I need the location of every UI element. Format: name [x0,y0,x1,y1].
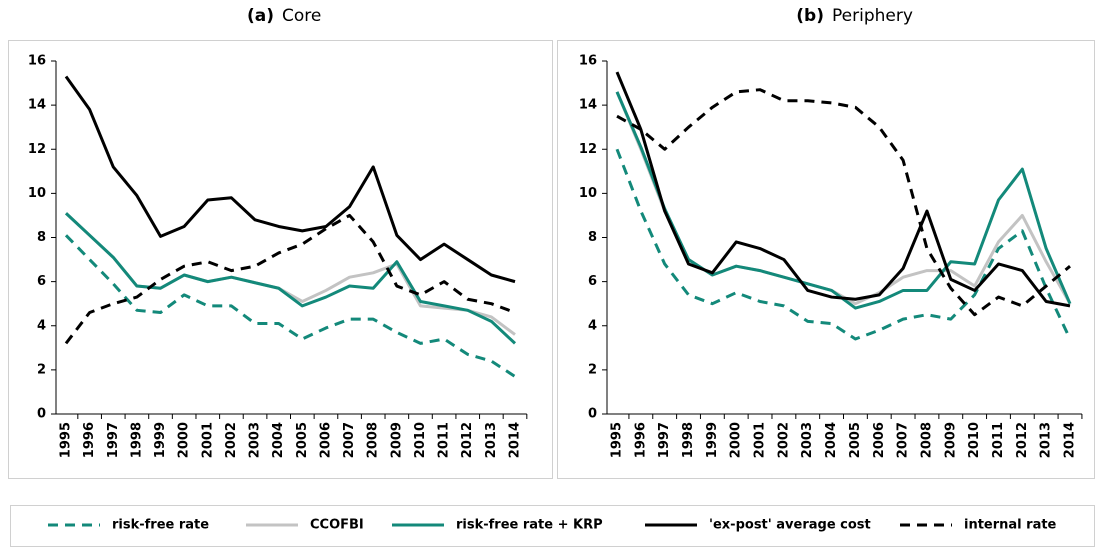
series-line [64,212,516,336]
y-tick-label: 6 [588,274,597,289]
x-tick-label: 2012 [460,422,475,458]
x-tick-label: 2004 [271,422,286,458]
panel-frame [8,40,553,479]
x-tick-label: 1998 [681,422,696,458]
series-line [64,234,516,378]
y-tick-label: 14 [28,98,46,113]
x-tick-label: 1997 [106,422,121,458]
y-tick-label: 2 [37,362,46,377]
series-line [615,91,1072,310]
y-tick-label: 0 [588,407,597,422]
y-tick-label: 16 [579,54,597,69]
x-tick-label: 2005 [848,422,863,458]
x-tick-label: 1995 [610,422,625,458]
x-tick-label: 2001 [200,422,215,458]
legend-frame [10,505,1095,547]
x-tick-label: 1995 [59,422,74,458]
x-tick-label: 2000 [177,422,192,458]
series-line [64,75,516,284]
x-tick-label: 2012 [1015,422,1030,458]
x-tick-label: 2002 [224,422,239,458]
x-tick-label: 1999 [153,422,168,458]
x-tick-label: 2008 [919,422,934,458]
y-tick-label: 2 [588,362,597,377]
series-line [616,88,1071,317]
x-tick-label: 2013 [484,422,499,458]
x-tick-label: 2001 [753,422,768,458]
legend-label: risk-free rate [112,518,209,533]
x-tick-label: 2004 [824,422,839,458]
y-tick-label: 8 [588,230,597,245]
x-tick-label: 2006 [318,422,333,458]
x-tick-label: 2014 [1063,422,1078,458]
x-tick-label: 2003 [248,422,263,458]
legend-label: 'ex-post' average cost [709,518,871,533]
x-tick-label: 2009 [943,422,958,458]
x-tick-label: 2011 [991,422,1006,458]
panel-label: (b) [796,6,824,26]
y-tick-label: 4 [588,318,597,333]
y-tick-label: 4 [37,318,46,333]
x-tick-label: 2014 [508,422,523,458]
series-line [615,148,1072,341]
y-tick-label: 12 [579,142,597,157]
legend-label: CCOFBI [310,518,364,533]
x-tick-label: 2003 [800,422,815,458]
x-tick-label: 2006 [872,422,887,458]
x-tick-label: 1996 [82,422,97,458]
x-tick-label: 2005 [295,422,310,458]
series-line [615,71,1071,308]
y-tick-label: 14 [579,98,597,113]
x-tick-label: 2013 [1039,422,1054,458]
x-tick-label: 2002 [776,422,791,458]
x-tick-label: 2007 [896,422,911,458]
x-tick-label: 1997 [657,422,672,458]
series-line [64,213,516,345]
y-tick-label: 10 [28,186,46,201]
y-tick-label: 6 [37,274,46,289]
x-tick-label: 1999 [705,422,720,458]
chart-title: Core [282,6,321,26]
x-tick-label: 2007 [342,422,357,458]
x-tick-label: 1996 [633,422,648,458]
x-tick-label: 2010 [967,422,982,458]
chart-title: Periphery [832,6,913,26]
y-tick-label: 12 [28,142,46,157]
y-tick-label: 16 [28,54,46,69]
x-tick-label: 2008 [366,422,381,458]
x-tick-label: 2011 [437,422,452,458]
y-tick-label: 0 [37,407,46,422]
legend-label: internal rate [964,518,1057,533]
x-tick-label: 2010 [413,422,428,458]
series-line [64,212,517,345]
x-tick-label: 1998 [129,422,144,458]
x-tick-label: 2000 [729,422,744,458]
x-tick-label: 2009 [389,422,404,458]
y-tick-label: 10 [579,186,597,201]
y-tick-label: 8 [37,230,46,245]
legend-label: risk-free rate + KRP [456,518,603,533]
panel-label: (a) [247,6,274,26]
panel-frame [557,40,1095,479]
